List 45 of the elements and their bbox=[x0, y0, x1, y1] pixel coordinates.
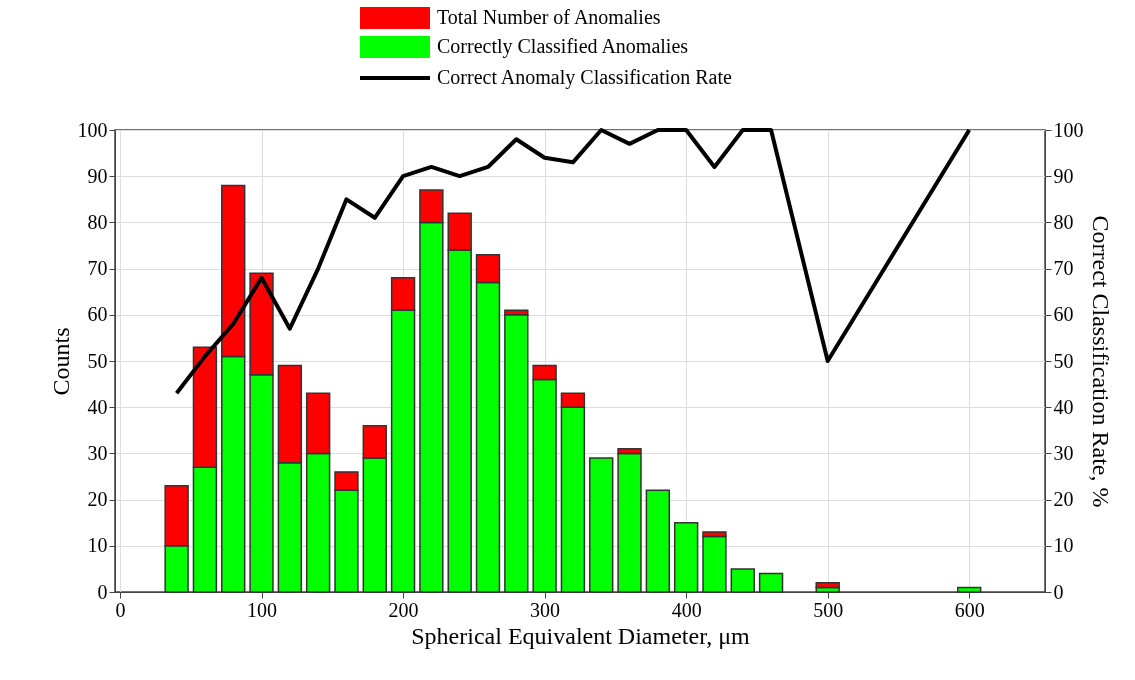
y2-tick-label: 50 bbox=[1053, 349, 1074, 372]
x-tick-label: 200 bbox=[388, 598, 419, 621]
bar bbox=[815, 582, 840, 589]
y-tick-label: 10 bbox=[87, 534, 108, 557]
y2-tick-label: 90 bbox=[1053, 164, 1074, 187]
y-tick-label: 90 bbox=[87, 164, 108, 187]
bar bbox=[957, 586, 982, 593]
x-axis-title: Spherical Equivalent Diameter, μm bbox=[411, 622, 751, 649]
x-tick-label: 300 bbox=[530, 598, 561, 621]
y-tick-label: 100 bbox=[77, 118, 108, 141]
bar bbox=[617, 452, 642, 593]
line-series bbox=[174, 128, 972, 396]
y2-tick-label: 80 bbox=[1053, 210, 1074, 233]
bar bbox=[645, 489, 671, 593]
y2-tick-label: 100 bbox=[1053, 118, 1084, 141]
legend-label: Correct Anomaly Classification Rate bbox=[437, 66, 733, 89]
x-tick-label: 0 bbox=[115, 598, 126, 621]
y-tick-label: 20 bbox=[87, 488, 108, 511]
y-axis-title: Counts bbox=[47, 327, 74, 396]
y2-tick-label: 0 bbox=[1053, 580, 1064, 603]
x-tick-label: 100 bbox=[247, 598, 278, 621]
y2-tick-label: 30 bbox=[1053, 441, 1074, 464]
legend-label: Total Number of Anomalies bbox=[437, 6, 661, 28]
x-tick-label: 500 bbox=[813, 598, 844, 621]
y-tick-label: 70 bbox=[87, 257, 108, 280]
y-tick-label: 50 bbox=[87, 349, 108, 372]
bar bbox=[702, 535, 727, 593]
y-tick-label: 0 bbox=[97, 580, 108, 603]
y-tick-label: 30 bbox=[87, 441, 108, 464]
y2-tick-label: 40 bbox=[1053, 395, 1074, 418]
y2-tick-label: 60 bbox=[1053, 303, 1074, 326]
y-tick-label: 40 bbox=[87, 395, 108, 418]
x-tick-label: 400 bbox=[671, 598, 702, 621]
bar bbox=[589, 457, 614, 593]
y-tick-label: 80 bbox=[87, 210, 108, 233]
y2-tick-label: 70 bbox=[1053, 257, 1074, 280]
y2-tick-label: 10 bbox=[1053, 534, 1074, 557]
bar bbox=[673, 521, 699, 593]
bar bbox=[730, 568, 755, 593]
y-tick-label: 60 bbox=[87, 303, 108, 326]
y2-axis-title: Correct Classification Rate, % bbox=[1087, 215, 1114, 508]
bar bbox=[758, 572, 784, 593]
x-tick-label: 600 bbox=[954, 598, 985, 621]
legend-label: Correctly Classified Anomalies bbox=[437, 35, 689, 58]
y2-tick-label: 20 bbox=[1053, 488, 1074, 511]
